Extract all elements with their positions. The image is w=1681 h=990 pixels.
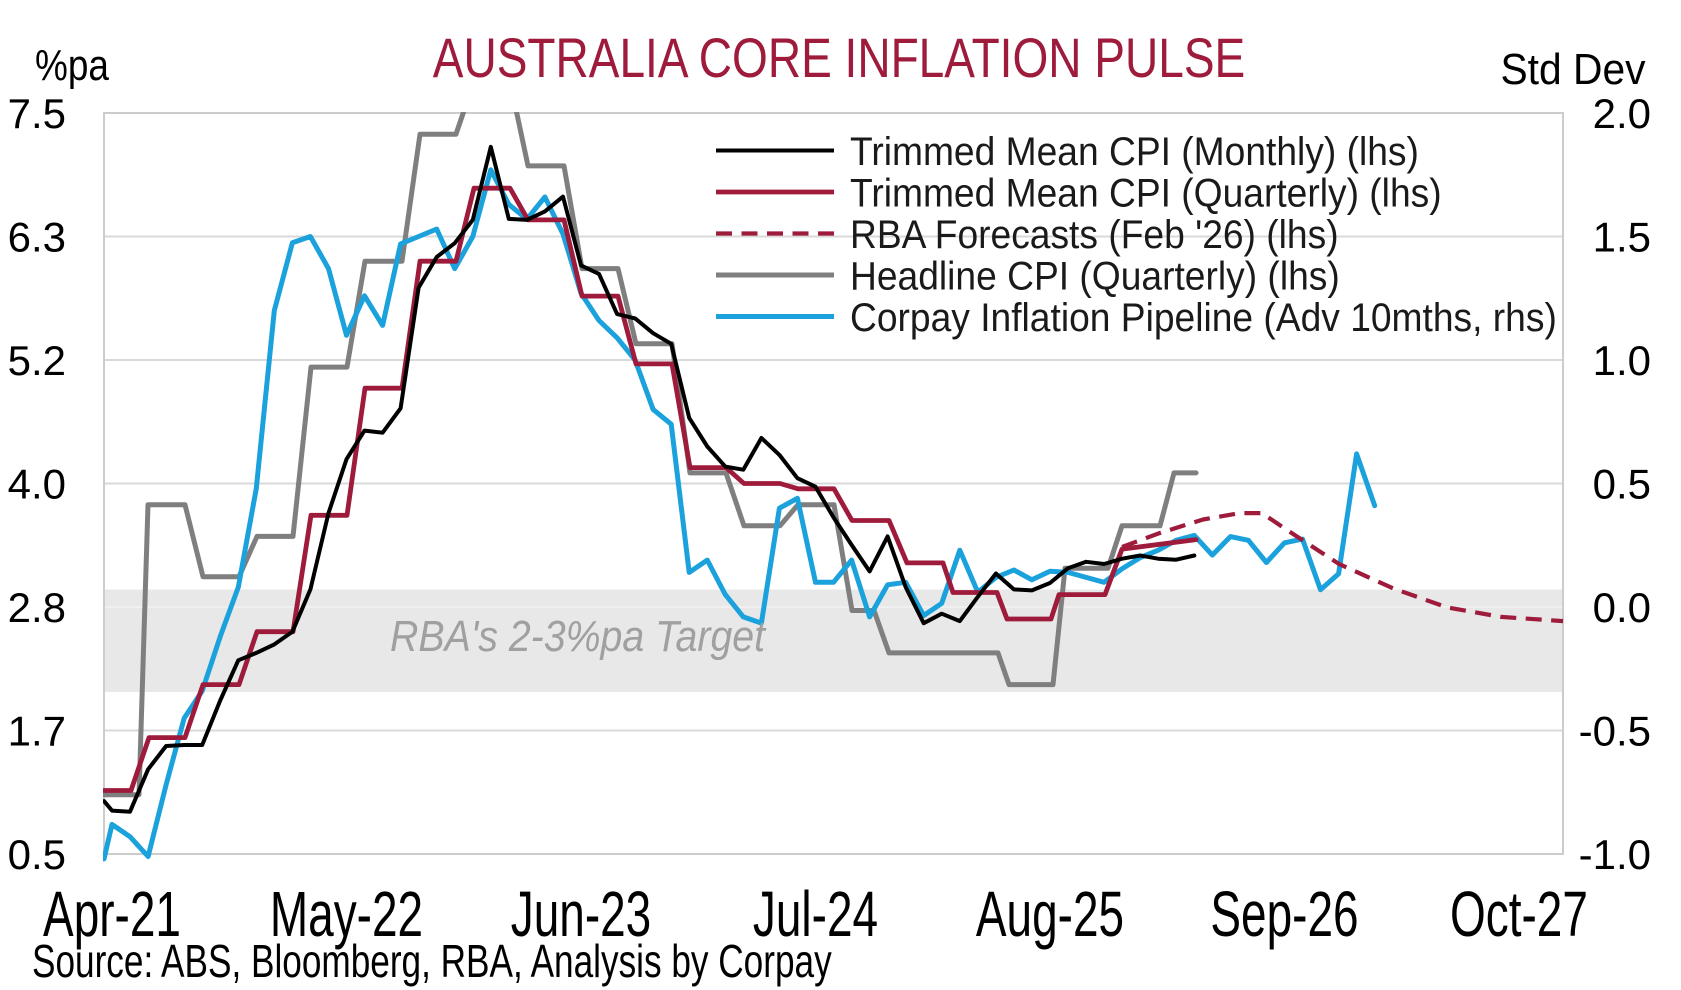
svg-text:Apr-21: Apr-21 [43, 879, 181, 950]
svg-text:2.0: 2.0 [1593, 90, 1651, 137]
svg-text:0.5: 0.5 [8, 831, 66, 878]
svg-text:Headline CPI (Quarterly) (lhs): Headline CPI (Quarterly) (lhs) [850, 254, 1340, 299]
svg-text:Corpay Inflation Pipeline (Adv: Corpay Inflation Pipeline (Adv 10mths, r… [850, 296, 1557, 341]
svg-text:1.7: 1.7 [8, 708, 66, 755]
svg-text:May-22: May-22 [270, 879, 423, 950]
svg-text:-1.0: -1.0 [1579, 831, 1651, 878]
svg-text:%pa: %pa [35, 40, 109, 90]
svg-text:AUSTRALIA CORE INFLATION PULSE: AUSTRALIA CORE INFLATION PULSE [433, 27, 1245, 89]
svg-text:2.8: 2.8 [8, 584, 66, 631]
svg-text:6.3: 6.3 [8, 214, 66, 261]
svg-text:Jun-23: Jun-23 [511, 879, 651, 950]
svg-text:5.2: 5.2 [8, 337, 66, 384]
svg-text:Trimmed Mean CPI (Monthly) (lh: Trimmed Mean CPI (Monthly) (lhs) [850, 130, 1419, 175]
svg-text:1.0: 1.0 [1593, 337, 1651, 384]
svg-text:7.5: 7.5 [8, 90, 66, 137]
svg-text:4.0: 4.0 [8, 461, 66, 508]
svg-text:Source: ABS, Bloomberg, RBA, A: Source: ABS, Bloomberg, RBA, Analysis by… [32, 935, 832, 987]
svg-text:-0.5: -0.5 [1579, 708, 1651, 755]
svg-text:Oct-27: Oct-27 [1450, 879, 1588, 950]
svg-text:Sep-26: Sep-26 [1210, 879, 1358, 950]
svg-text:0.5: 0.5 [1593, 461, 1651, 508]
svg-text:Aug-25: Aug-25 [976, 879, 1124, 950]
svg-text:Trimmed Mean CPI (Quarterly) (: Trimmed Mean CPI (Quarterly) (lhs) [850, 171, 1442, 216]
svg-text:RBA Forecasts (Feb '26) (lhs): RBA Forecasts (Feb '26) (lhs) [850, 213, 1339, 258]
svg-text:1.5: 1.5 [1593, 214, 1651, 261]
svg-text:RBA's 2-3%pa Target: RBA's 2-3%pa Target [390, 611, 767, 661]
svg-text:Std Dev: Std Dev [1500, 45, 1646, 94]
svg-text:0.0: 0.0 [1593, 584, 1651, 631]
svg-text:Jul-24: Jul-24 [753, 879, 878, 950]
